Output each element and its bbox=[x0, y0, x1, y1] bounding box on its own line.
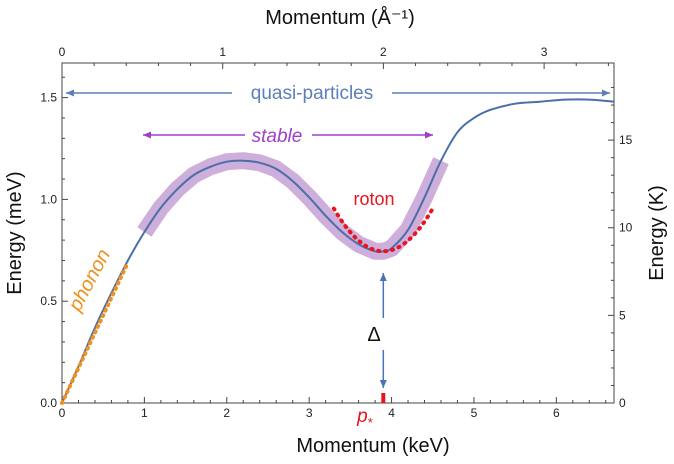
y-tick-label-left: 1.5 bbox=[40, 91, 57, 105]
quasi-arrow-left-head-end bbox=[66, 89, 74, 97]
stable-arrow-right-head-end bbox=[425, 131, 433, 139]
gap-delta-label: Δ bbox=[367, 324, 380, 346]
y-tick-label-right: 10 bbox=[619, 221, 633, 235]
x-tick-label-bottom: 5 bbox=[471, 406, 478, 420]
x-tick-label-top: 3 bbox=[541, 45, 548, 59]
p-star-label: p* bbox=[356, 406, 373, 430]
x-tick-label-bottom: 3 bbox=[306, 406, 313, 420]
x-tick-label-bottom: 1 bbox=[141, 406, 148, 420]
x-tick-label-bottom: 4 bbox=[388, 406, 395, 420]
y-tick-label-right: 15 bbox=[619, 133, 633, 147]
roton-label: roton bbox=[353, 189, 394, 209]
stable-label: stable bbox=[252, 126, 303, 147]
dispersion-curve bbox=[61, 98, 615, 404]
y-tick-label-left: 0.5 bbox=[40, 294, 57, 308]
plot-area: 0 1 2 3 4 5 6 0 1 2 3 0.0 0.5 1.0 1.5 0 5 10 15 bbox=[40, 45, 632, 420]
y-axis-left-label: Energy (meV) bbox=[4, 171, 26, 294]
x-tick-label-top: 1 bbox=[219, 45, 226, 59]
y-tick-label-left: 1.0 bbox=[40, 192, 57, 206]
x-axis-top-label: Momentum (Å⁻¹) bbox=[265, 6, 414, 29]
roton-fit-curve bbox=[331, 206, 435, 254]
quasi-particles-label: quasi-particles bbox=[251, 83, 374, 104]
x-tick-label-bottom: 2 bbox=[223, 406, 230, 420]
y-tick-label-left: 0.0 bbox=[40, 396, 57, 410]
y-axis-right-label: Energy (K) bbox=[646, 185, 668, 281]
gap-arrow-up-head-end bbox=[379, 273, 387, 281]
x-tick-label-top: 2 bbox=[380, 45, 387, 59]
quasi-arrow-right-head-end bbox=[602, 89, 610, 97]
gap-arrow-down-head-end bbox=[379, 380, 387, 388]
stable-arrow-left-head-end bbox=[143, 131, 151, 139]
x-tick-label-bottom: 6 bbox=[553, 406, 560, 420]
phonon-fit-line bbox=[60, 260, 130, 405]
y-tick-label-right: 0 bbox=[619, 396, 626, 410]
y-tick-label-right: 5 bbox=[619, 308, 626, 322]
x-tick-label-bottom: 0 bbox=[59, 406, 66, 420]
plot-frame bbox=[61, 62, 615, 404]
x-tick-label-top: 0 bbox=[59, 45, 66, 59]
stable-band bbox=[137, 152, 449, 260]
x-axis-bottom-label: Momentum (keV) bbox=[296, 435, 449, 457]
